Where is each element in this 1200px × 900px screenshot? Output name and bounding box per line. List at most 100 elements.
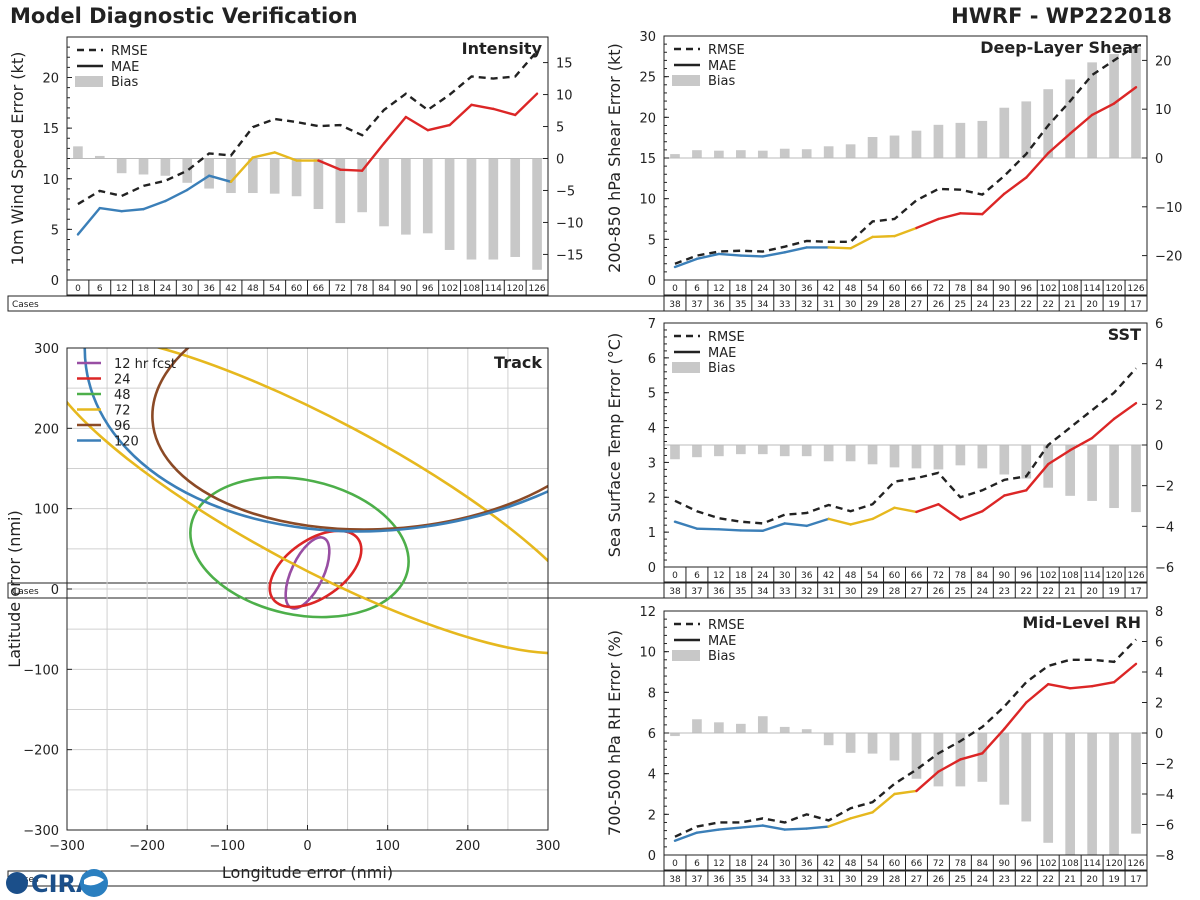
legend-label: 48 <box>114 388 131 403</box>
mae-segment <box>849 235 874 250</box>
y2-tick-label: 2 <box>1155 697 1163 712</box>
y2-tick-label: −8 <box>1155 849 1174 864</box>
legend-bias-swatch <box>672 650 700 661</box>
track-ellipse-24 <box>268 529 363 609</box>
case-cell: 31 <box>823 875 834 885</box>
bias-bar <box>379 158 389 227</box>
hour-cell: 84 <box>977 571 989 581</box>
hour-cell: 18 <box>735 571 747 581</box>
intensity-chart: 0 5 10 15 20 −15 −10 −5 0 5 10 15 10m Wind Speed Err… <box>7 36 583 312</box>
case-cell: 38 <box>669 300 681 310</box>
y-tick-label: 300 <box>34 342 59 357</box>
mae-segment <box>717 528 743 532</box>
bias-bar <box>422 158 433 234</box>
panel-title: Deep-Layer Shear <box>980 38 1141 57</box>
mae-segment <box>893 226 918 238</box>
mae-segment <box>1047 683 1072 690</box>
y-axis-label: 200-850 hPa Shear Error (kt) <box>605 43 624 273</box>
mae-segment <box>761 824 786 831</box>
rmse-line <box>77 50 538 206</box>
y-tick-label: 6 <box>648 352 656 367</box>
hour-cell: 42 <box>823 284 834 294</box>
case-cell: 29 <box>867 300 879 310</box>
mae-segment <box>1068 113 1094 135</box>
hour-cell: 72 <box>933 571 944 581</box>
bias-bar <box>1109 733 1119 860</box>
mae-segment <box>1003 489 1028 497</box>
bias-bar <box>204 158 214 189</box>
bias-bar <box>911 130 922 158</box>
case-cell: 23 <box>999 300 1010 310</box>
cases-label: Cases <box>12 587 39 597</box>
legend-label: 12 hr fcst <box>114 357 176 372</box>
y-tick-label: 2 <box>648 808 656 823</box>
y-axis-label: 10m Wind Speed Error (kt) <box>8 52 27 266</box>
hour-cell: 96 <box>1021 571 1033 581</box>
mae-segment <box>273 151 298 162</box>
case-cell: 22 <box>1042 300 1053 310</box>
case-cell: 32 <box>801 875 812 885</box>
y2-tick-label: −10 <box>556 216 583 231</box>
hour-cell: 120 <box>1105 859 1122 869</box>
case-cell: 27 <box>911 300 922 310</box>
bias-bar <box>269 158 280 194</box>
rmse-line <box>674 367 1137 525</box>
hour-cell: 48 <box>845 284 857 294</box>
case-cell: 19 <box>1108 300 1120 310</box>
hour-cell: 114 <box>1084 571 1101 581</box>
mae-segment <box>959 510 984 521</box>
bias-bar <box>889 733 900 761</box>
y2-tick-label: 20 <box>1155 54 1172 69</box>
bias-bar <box>933 124 944 158</box>
mae-segment <box>1068 685 1094 690</box>
bias-bar <box>757 716 768 733</box>
bias-bar <box>248 158 258 194</box>
bias-bar <box>291 158 302 197</box>
mae-segment <box>1003 701 1028 731</box>
mae-segment <box>1112 86 1138 105</box>
legend-label: 120 <box>114 435 139 450</box>
bias-bar <box>801 149 812 158</box>
legend-rmse-label: RMSE <box>708 618 745 633</box>
mae-segment <box>827 817 852 828</box>
y2-tick-label: 4 <box>1155 666 1163 681</box>
y-axis-label: 700-500 hPa RH Error (%) <box>605 630 624 836</box>
bias-bar <box>1109 445 1119 509</box>
hour-cell: 102 <box>1040 284 1057 294</box>
hour-cell: 60 <box>889 571 901 581</box>
case-cell: 21 <box>1064 300 1075 310</box>
y2-tick-label: −6 <box>1155 819 1174 834</box>
hour-cell: 114 <box>485 284 502 294</box>
mae-segment <box>404 115 429 132</box>
mae-segment <box>673 520 699 530</box>
hour-cell: 30 <box>779 859 791 869</box>
case-cell: 37 <box>691 587 702 597</box>
hour-cell: 78 <box>955 571 967 581</box>
y2-tick-label: 15 <box>556 57 573 72</box>
y-tick-label: −100 <box>23 663 59 678</box>
bias-bar <box>1021 445 1032 479</box>
bias-bar <box>867 137 878 158</box>
cases-row <box>7 295 1148 312</box>
mae-segment <box>492 107 517 117</box>
case-cell: 30 <box>845 875 857 885</box>
hour-cell: 18 <box>735 284 747 294</box>
mae-segment <box>761 251 786 258</box>
panel-title: Track <box>494 353 542 372</box>
legend-label: 72 <box>114 404 131 419</box>
case-cell: 26 <box>933 300 945 310</box>
legend-mae-label: MAE <box>708 59 736 74</box>
y-tick-label: 15 <box>42 122 59 137</box>
y-tick-label: 0 <box>648 274 656 289</box>
hour-cell: 60 <box>889 859 901 869</box>
hour-cell: 54 <box>269 284 281 294</box>
hour-cell: 0 <box>672 284 678 294</box>
mae-segment <box>893 506 918 514</box>
case-cell: 21 <box>1064 875 1075 885</box>
mae-segment <box>783 827 808 831</box>
bias-bar <box>160 158 171 176</box>
hour-cell: 0 <box>672 859 678 869</box>
bias-bar <box>757 445 768 455</box>
legend-bias-swatch <box>75 76 103 87</box>
